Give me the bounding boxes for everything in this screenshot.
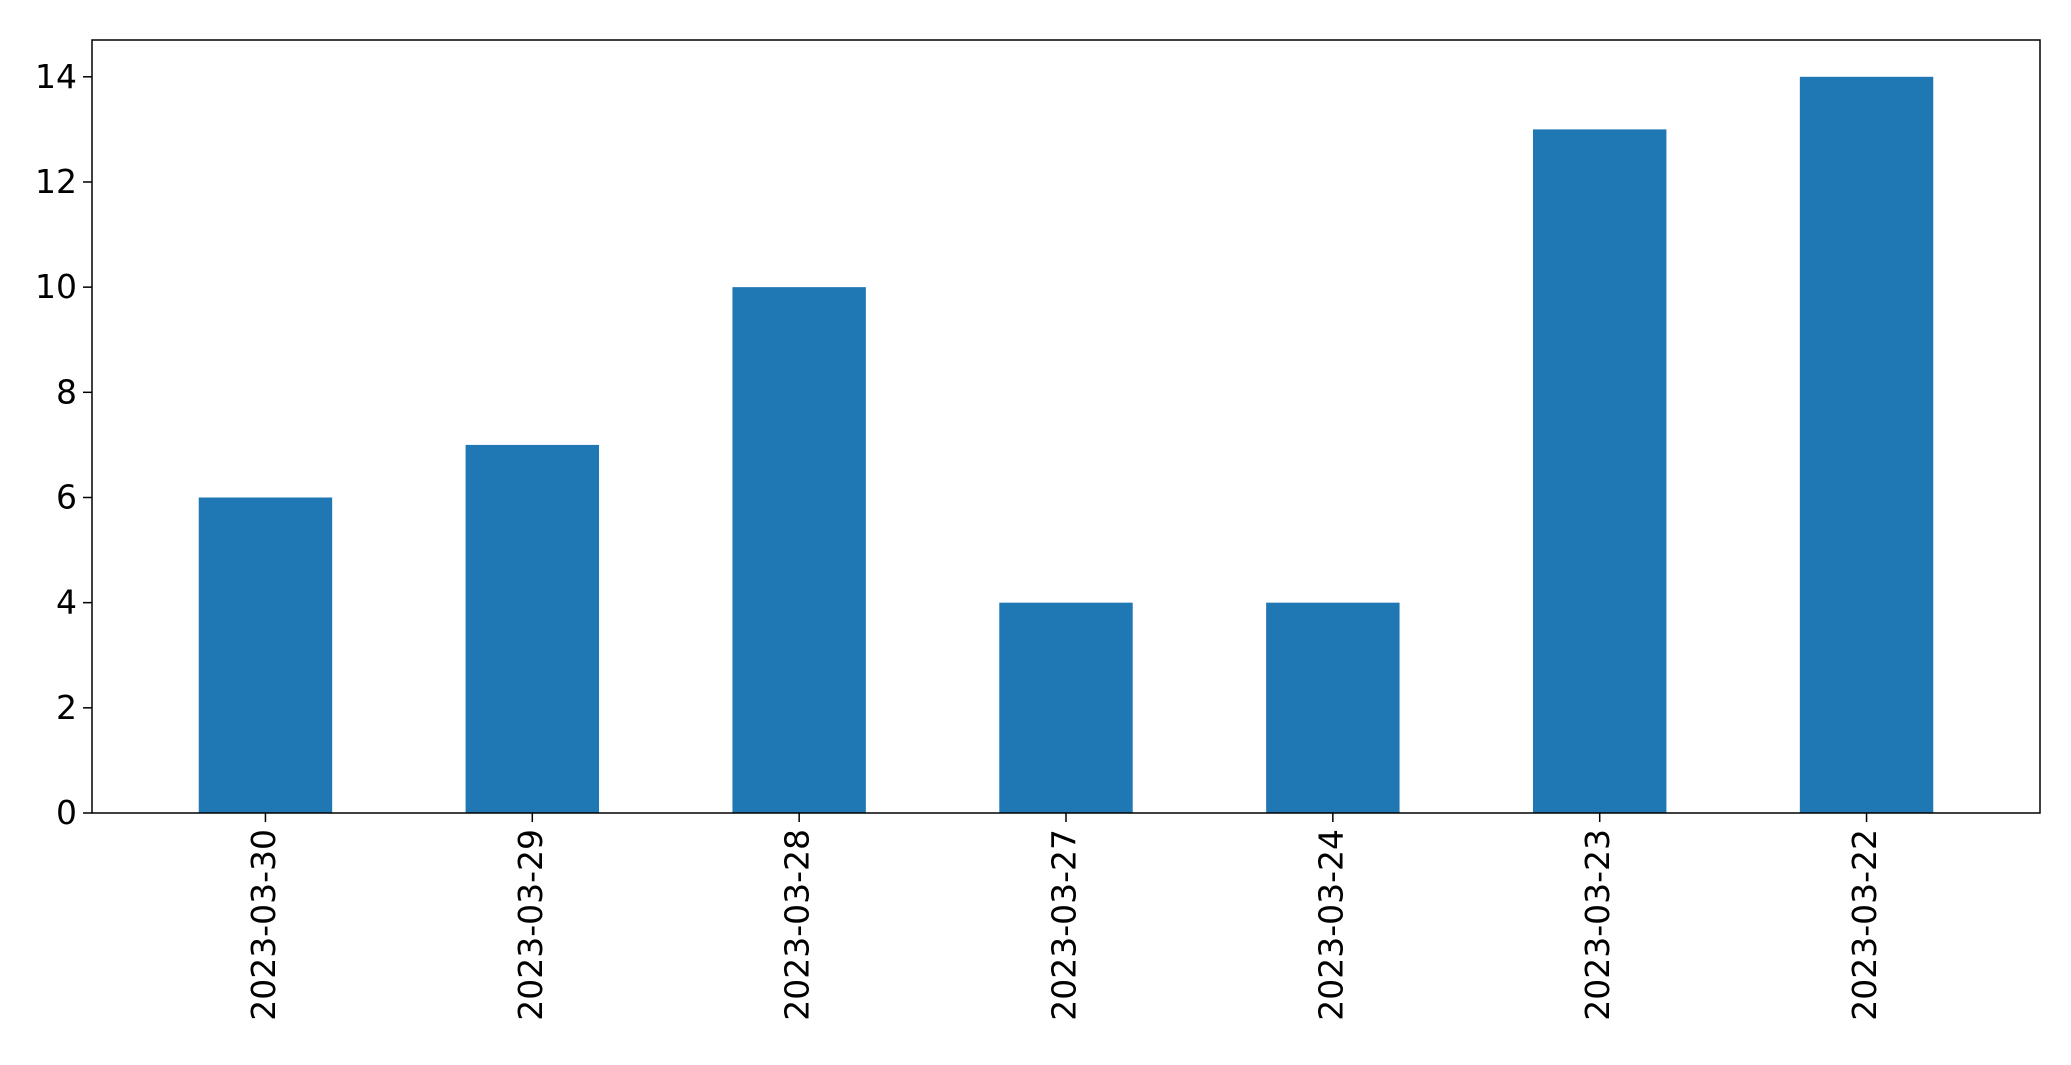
y-tick-label: 6 (56, 477, 77, 516)
y-tick-label: 12 (35, 162, 77, 201)
y-tick-label: 14 (35, 57, 77, 96)
y-tick-label: 2 (56, 688, 77, 727)
x-tick-label: 2023-03-22 (1845, 829, 1884, 1021)
y-tick-label: 4 (56, 583, 77, 622)
x-tick-label: 2023-03-24 (1311, 829, 1350, 1021)
y-tick-label: 0 (56, 793, 77, 832)
y-tick-label: 10 (35, 267, 77, 306)
bars-layer (198, 76, 1934, 813)
x-tick-label: 2023-03-27 (1045, 829, 1084, 1021)
bar-2023-03-24 (1266, 602, 1400, 813)
bar-2023-03-28 (732, 287, 866, 813)
bar-2023-03-27 (999, 602, 1133, 813)
bar-2023-03-29 (465, 444, 600, 813)
x-tick-label: 2023-03-30 (244, 829, 283, 1021)
x-tick-label: 2023-03-28 (778, 829, 817, 1021)
x-tick-label: 2023-03-29 (511, 829, 550, 1021)
bar-2023-03-30 (198, 497, 333, 813)
bar-2023-03-23 (1532, 129, 1667, 813)
bar-2023-03-22 (1799, 76, 1934, 813)
x-tick-label: 2023-03-23 (1578, 829, 1617, 1021)
axes-layer: 0 2 4 6 8 10 12 14 2023-03-30 2023-03-29 2023-03-2… (35, 39, 2041, 1021)
y-tick-label: 8 (56, 372, 77, 411)
